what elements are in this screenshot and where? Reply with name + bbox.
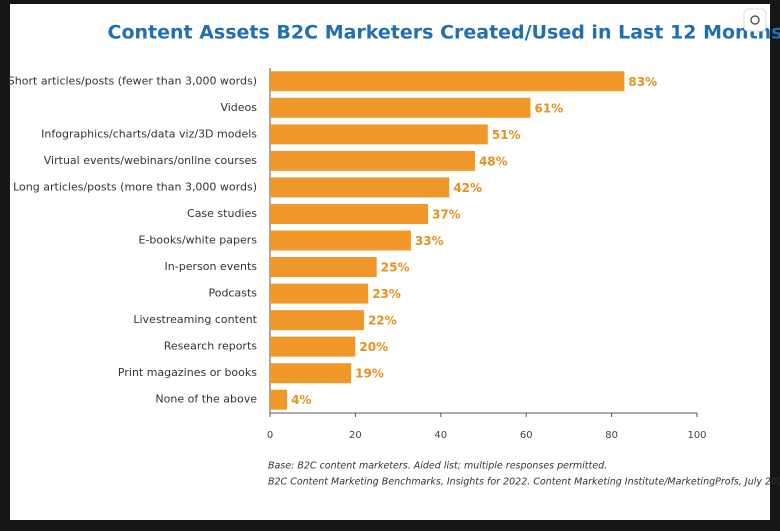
bar	[270, 363, 352, 384]
value-label: 33%	[415, 234, 444, 248]
value-label: 51%	[492, 128, 521, 142]
footnote: B2C Content Marketing Benchmarks, Insigh…	[268, 477, 780, 488]
value-label: 22%	[368, 314, 397, 328]
x-tick-label: 0	[267, 430, 273, 441]
value-label: 83%	[628, 75, 657, 89]
value-label: 19%	[355, 367, 384, 381]
value-label: 20%	[359, 340, 388, 354]
y-tick-label: Virtual events/webinars/online courses	[44, 154, 258, 167]
bar	[270, 336, 356, 357]
footnote: Base: B2C content marketers. Aided list;…	[268, 461, 607, 472]
expand-icon[interactable]	[743, 8, 767, 32]
y-tick-label: E-books/white papers	[139, 234, 258, 247]
x-tick-label: 60	[520, 430, 533, 441]
bar	[270, 177, 450, 198]
bar	[270, 97, 531, 118]
chart-title: Content Assets B2C Marketers Created/Use…	[108, 22, 780, 44]
bar	[270, 71, 625, 92]
y-tick-label: Long articles/posts (more than 3,000 wor…	[13, 180, 257, 193]
bar	[270, 310, 364, 331]
y-tick-label: Infographics/charts/data viz/3D models	[41, 127, 257, 140]
bar	[270, 150, 475, 171]
value-label: 25%	[381, 261, 410, 275]
y-tick-label: None of the above	[155, 393, 257, 406]
value-label: 61%	[534, 101, 563, 115]
y-tick-label: Livestreaming content	[133, 313, 257, 326]
bar	[270, 230, 411, 251]
value-label: 4%	[291, 393, 311, 407]
bar	[270, 283, 369, 304]
y-tick-label: Podcasts	[208, 287, 257, 300]
x-tick-label: 40	[434, 430, 447, 441]
bar	[270, 124, 488, 145]
x-tick-label: 80	[605, 430, 618, 441]
value-label: 23%	[372, 287, 401, 301]
value-label: 42%	[453, 181, 482, 195]
y-tick-label: Short articles/posts (fewer than 3,000 w…	[8, 74, 257, 87]
value-label: 48%	[479, 154, 508, 168]
y-tick-label: Print magazines or books	[118, 366, 257, 379]
x-tick-label: 100	[687, 430, 706, 441]
y-tick-label: Videos	[220, 101, 257, 114]
x-tick-label: 20	[349, 430, 362, 441]
y-tick-label: In-person events	[165, 260, 258, 273]
bar	[270, 389, 288, 410]
bar	[270, 257, 377, 278]
y-tick-label: Research reports	[164, 340, 258, 353]
bar	[270, 203, 428, 224]
value-label: 37%	[432, 207, 461, 221]
y-tick-label: Case studies	[187, 207, 257, 220]
